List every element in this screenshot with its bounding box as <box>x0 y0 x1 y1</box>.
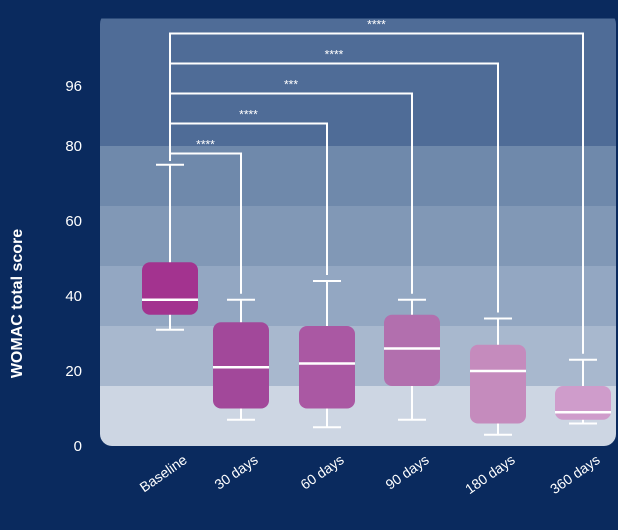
box-0 <box>142 163 198 331</box>
y-axis-title: WOMAC total score <box>9 229 26 378</box>
plot-background <box>100 18 616 446</box>
x-tick-label: 180 days <box>462 451 518 497</box>
background-band-3 <box>100 206 616 266</box>
y-tick-label: 20 <box>65 363 82 380</box>
x-tick-label: 360 days <box>547 451 603 497</box>
box-1 <box>213 298 269 421</box>
y-tick-label: 80 <box>65 138 82 155</box>
box-2 <box>299 280 355 429</box>
y-tick-label: 0 <box>74 438 82 455</box>
background-band-4 <box>100 146 616 206</box>
x-tick-label: 30 days <box>211 451 260 492</box>
significance-label-3: **** <box>325 48 344 62</box>
box-3 <box>384 298 440 421</box>
significance-label-0: **** <box>196 138 215 152</box>
background-band-5 <box>100 18 616 146</box>
x-tick-label: 60 days <box>297 451 346 492</box>
y-tick-label: 40 <box>65 288 82 305</box>
significance-label-1: **** <box>239 108 258 122</box>
x-tick-label: 90 days <box>382 451 431 492</box>
box-body <box>384 314 440 386</box>
significance-label-2: *** <box>284 78 298 92</box>
box-5 <box>555 358 611 425</box>
box-4 <box>470 317 526 436</box>
x-tick-label: Baseline <box>137 451 190 495</box>
y-tick-label: 60 <box>65 213 82 230</box>
box-body <box>213 322 269 409</box>
box-body <box>555 386 611 420</box>
background-band-1 <box>100 326 616 386</box>
y-tick-label: 96 <box>65 78 82 95</box>
box-body <box>142 262 198 315</box>
box-body <box>299 326 355 409</box>
box-body <box>470 344 526 424</box>
significance-bracket-4 <box>169 32 584 354</box>
background-band-0 <box>100 386 616 446</box>
significance-label-4: **** <box>367 18 386 32</box>
